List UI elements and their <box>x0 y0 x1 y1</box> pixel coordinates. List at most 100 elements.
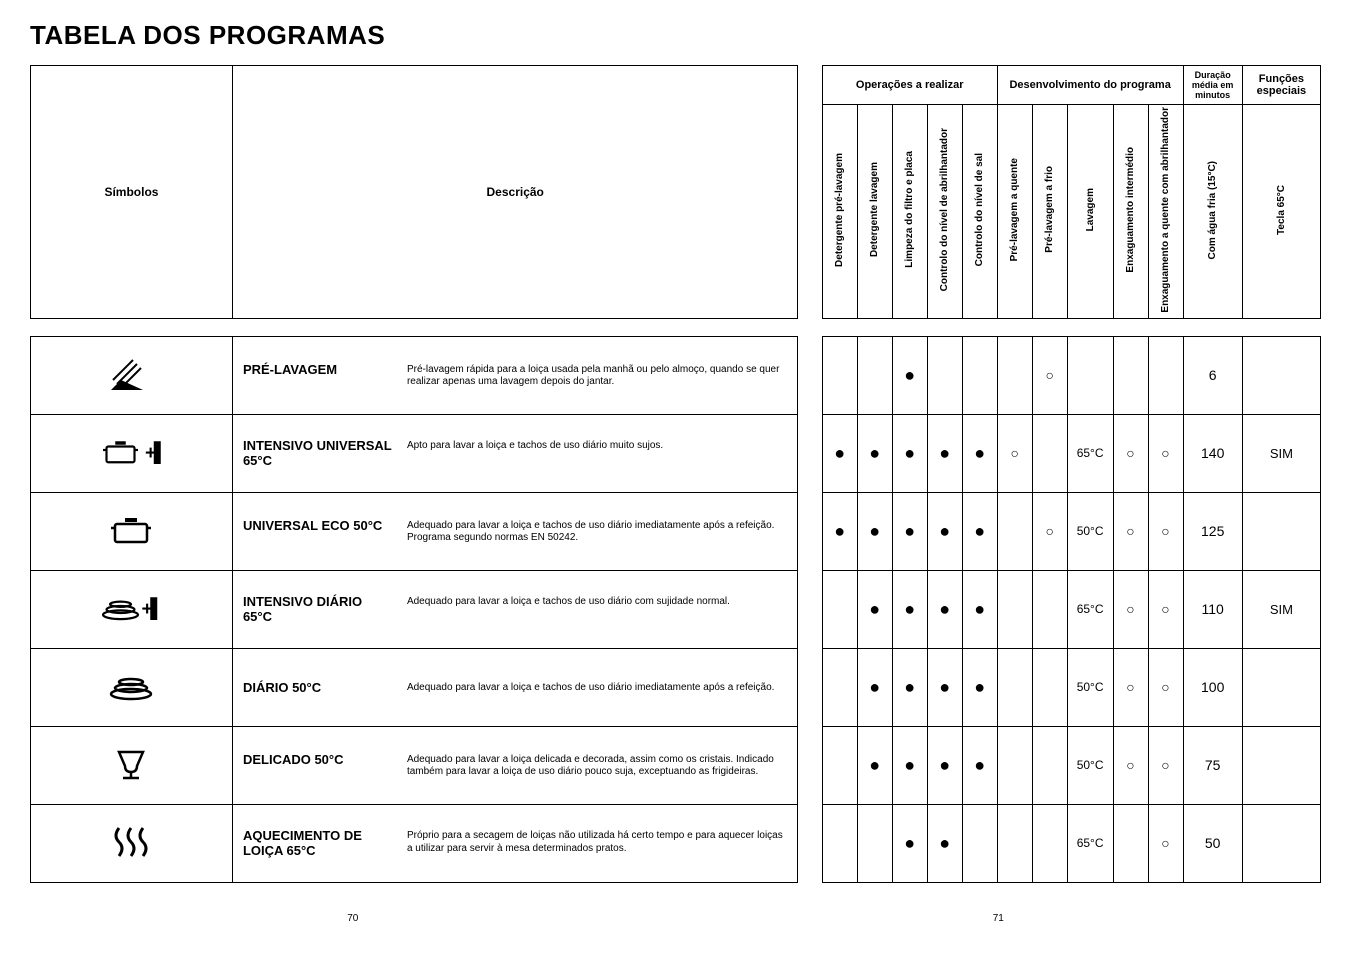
data-cell <box>927 336 962 414</box>
data-cell <box>857 336 892 414</box>
empty-circle-icon: ○ <box>1126 445 1134 461</box>
filled-dot-icon: ● <box>939 443 950 463</box>
data-cell <box>1242 804 1320 882</box>
empty-circle-icon: ○ <box>1126 601 1134 617</box>
data-cell: ○ <box>1148 570 1183 648</box>
empty-circle-icon: ○ <box>1126 523 1134 539</box>
data-cell <box>997 726 1032 804</box>
data-cell: ○ <box>1148 726 1183 804</box>
filled-dot-icon: ● <box>904 365 915 385</box>
th-c6: Pré-lavagem a quente <box>997 105 1032 319</box>
filled-dot-icon: ● <box>939 833 950 853</box>
empty-circle-icon: ○ <box>1161 601 1169 617</box>
symbol-cell <box>31 336 233 414</box>
description-cell: UNIVERSAL ECO 50°CAdequado para lavar a … <box>232 492 797 570</box>
data-cell: ● <box>962 648 997 726</box>
data-cell: ○ <box>997 414 1032 492</box>
filled-dot-icon: ● <box>904 443 915 463</box>
data-cell <box>997 804 1032 882</box>
filled-dot-icon: ● <box>939 677 950 697</box>
glass-icon <box>96 740 166 784</box>
data-cell <box>1032 648 1067 726</box>
data-cell: ● <box>857 414 892 492</box>
data-cell: ● <box>927 726 962 804</box>
data-cell: 50°C <box>1067 726 1113 804</box>
th-c8: Lavagem <box>1067 105 1113 319</box>
table-row: DELICADO 50°CAdequado para lavar a loiça… <box>31 726 1321 804</box>
filled-dot-icon: ● <box>869 521 880 541</box>
data-cell: ○ <box>1113 492 1148 570</box>
table-row: AQUECIMENTO DE LOIÇA 65°CPróprio para a … <box>31 804 1321 882</box>
th-group-func: Funções especiais <box>1242 66 1320 105</box>
data-cell: ○ <box>1113 726 1148 804</box>
th-symbols: Símbolos <box>31 66 233 319</box>
page-numbers: 70 71 <box>30 913 1321 924</box>
th-c10: Enxaguamento a quente com abrilhantador <box>1148 105 1183 319</box>
symbol-cell <box>31 570 233 648</box>
filled-dot-icon: ● <box>974 755 985 775</box>
plates-plus-icon <box>96 584 166 628</box>
page-right: 71 <box>993 913 1004 924</box>
data-cell <box>822 648 857 726</box>
data-cell: 110 <box>1183 570 1242 648</box>
data-cell: SIM <box>1242 570 1320 648</box>
description-cell: DELICADO 50°CAdequado para lavar a loiça… <box>232 726 797 804</box>
empty-circle-icon: ○ <box>1161 445 1169 461</box>
gap <box>798 726 822 804</box>
data-cell: ● <box>857 492 892 570</box>
data-cell: ● <box>892 414 927 492</box>
th-description: Descrição <box>232 66 797 319</box>
data-cell: 50 <box>1183 804 1242 882</box>
page-left: 70 <box>347 913 358 924</box>
data-cell <box>962 804 997 882</box>
data-cell: ○ <box>1148 648 1183 726</box>
program-name: UNIVERSAL ECO 50°C <box>243 518 393 533</box>
symbol-cell <box>31 648 233 726</box>
data-cell <box>822 336 857 414</box>
th-c3: Limpeza do filtro e placa <box>892 105 927 319</box>
data-cell <box>822 570 857 648</box>
th-c12: Tecla 65°C <box>1242 105 1320 319</box>
empty-circle-icon: ○ <box>1161 757 1169 773</box>
filled-dot-icon: ● <box>974 521 985 541</box>
symbol-cell <box>31 492 233 570</box>
filled-dot-icon: ● <box>869 677 880 697</box>
filled-dot-icon: ● <box>904 833 915 853</box>
data-cell: ● <box>857 726 892 804</box>
data-cell: SIM <box>1242 414 1320 492</box>
filled-dot-icon: ● <box>939 755 950 775</box>
data-cell: ● <box>927 570 962 648</box>
empty-circle-icon: ○ <box>1161 835 1169 851</box>
plates-icon <box>96 662 166 706</box>
program-name: DIÁRIO 50°C <box>243 680 393 695</box>
symbol-cell <box>31 804 233 882</box>
filled-dot-icon: ● <box>974 443 985 463</box>
program-desc: Apto para lavar a loiça e tachos de uso … <box>407 440 787 453</box>
page-title: TABELA DOS PROGRAMAS <box>30 20 1321 51</box>
data-cell: 125 <box>1183 492 1242 570</box>
data-cell <box>1242 336 1320 414</box>
symbol-cell <box>31 726 233 804</box>
heat-icon <box>96 818 166 862</box>
data-cell <box>1148 336 1183 414</box>
gap <box>798 804 822 882</box>
data-cell <box>1032 726 1067 804</box>
data-cell <box>962 336 997 414</box>
empty-circle-icon: ○ <box>1126 757 1134 773</box>
data-cell <box>997 336 1032 414</box>
gap <box>798 336 822 414</box>
data-cell: ● <box>962 570 997 648</box>
data-cell: 6 <box>1183 336 1242 414</box>
th-c1: Detergente pré-lavagem <box>822 105 857 319</box>
data-cell <box>1242 492 1320 570</box>
filled-dot-icon: ● <box>869 755 880 775</box>
data-cell: ● <box>857 570 892 648</box>
program-desc: Adequado para lavar a loiça e tachos de … <box>407 682 787 695</box>
programs-table: Símbolos Descrição Operações a realizar … <box>30 65 1321 883</box>
filled-dot-icon: ● <box>974 599 985 619</box>
data-cell <box>1067 336 1113 414</box>
empty-circle-icon: ○ <box>1161 679 1169 695</box>
filled-dot-icon: ● <box>904 521 915 541</box>
table-row: INTENSIVO DIÁRIO 65°CAdequado para lavar… <box>31 570 1321 648</box>
filled-dot-icon: ● <box>904 677 915 697</box>
